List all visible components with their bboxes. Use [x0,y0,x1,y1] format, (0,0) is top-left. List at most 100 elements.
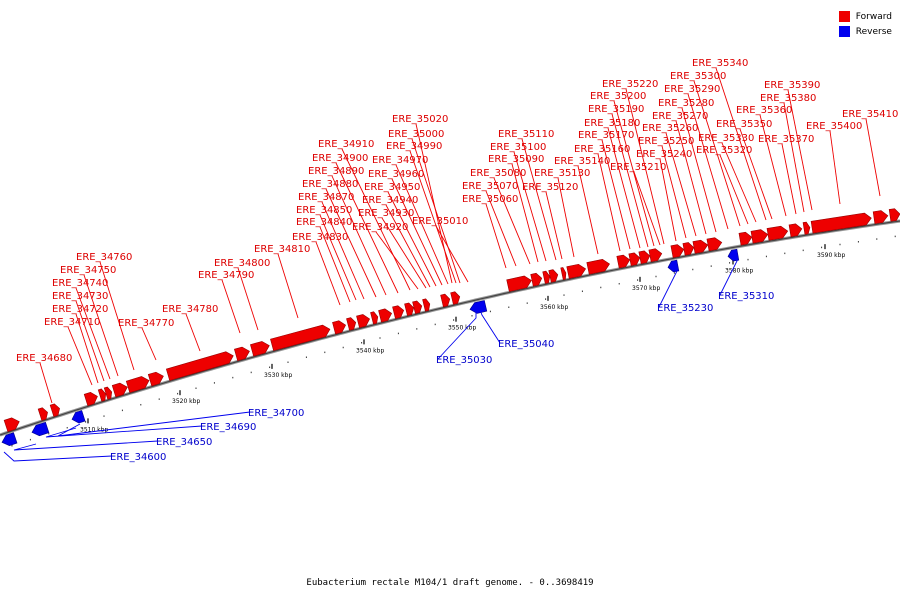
forward-gene-arrow [450,291,461,305]
forward-gene-arrow [356,314,371,329]
reverse-gene-arrow [31,421,50,437]
reverse-gene-arrow [71,410,86,424]
forward-gene-label: ERE_34940 [362,195,418,206]
forward-gene-label: ERE_34960 [368,169,424,180]
forward-gene-label: ERE_35290 [664,84,720,95]
forward-gene-arrow [346,317,357,331]
forward-gene-arrow [440,293,451,308]
forward-gene-leader [395,164,449,285]
forward-gene-label: ERE_34720 [52,304,108,315]
forward-gene-label: ERE_35200 [590,91,646,102]
forward-gene-leader [67,326,93,386]
forward-gene-arrow [692,239,709,254]
forward-gene-label: ERE_34710 [44,317,100,328]
forward-gene-arrow [97,388,107,402]
forward-gene-label: ERE_34950 [364,182,420,193]
forward-gene-leader [787,89,813,211]
reverse-gene-leader [719,249,739,296]
forward-gene-label: ERE_35410 [842,109,898,120]
forward-gene-arrow [788,223,803,238]
forward-gene-label: ERE_35360 [736,105,792,116]
forward-gene-leader [739,128,773,220]
forward-gene-leader [521,138,557,261]
forward-gene-arrow [670,244,685,258]
forward-gene-leader [783,102,805,213]
forward-gene-leader [221,279,241,334]
forward-gene-label: ERE_35170 [578,130,634,141]
forward-gene-arrow [49,403,60,417]
forward-gene-leader [545,191,563,260]
reverse-gene-label: ERE_35230 [657,303,713,314]
reverse-gene-label: ERE_35310 [718,291,774,302]
forward-gene-label: ERE_35130 [534,168,590,179]
forward-gene-leader [781,143,797,215]
reverse-gene-leader [437,310,477,360]
forward-gene-label: ERE_34760 [76,252,132,263]
reverse-gene-label: ERE_34700 [248,408,304,419]
forward-gene-arrow [560,267,567,281]
forward-gene-leader [719,154,749,225]
forward-gene-label: ERE_34830 [292,232,348,243]
forward-gene-arrow [638,250,651,265]
forward-gene-label: ERE_34890 [308,166,364,177]
forward-gene-leader [409,150,457,284]
forward-gene-leader [759,114,787,217]
forward-gene-arrow [888,208,900,222]
forward-gene-leader [315,241,341,306]
reverse-gene-arrow [667,259,680,273]
forward-gene-label: ERE_35330 [698,133,754,144]
forward-gene-label: ERE_35370 [758,134,814,145]
forward-gene-label: ERE_34730 [52,291,108,302]
forward-gene-arrow [147,371,164,387]
reverse-gene-leader [479,309,501,344]
legend-forward-label: Forward [855,11,892,22]
forward-gene-leader [687,93,729,230]
forward-gene-leader [865,118,881,197]
forward-gene-arrow [706,237,723,252]
reverse-gene-arrow [1,432,18,446]
reverse-gene-label: ERE_34650 [156,437,212,448]
legend-forward: Forward [838,9,892,24]
scale-tick-label: 3540 kbp [356,347,384,354]
forward-gene-leader [513,151,547,262]
forward-gene-label: ERE_34840 [296,217,352,228]
forward-gene-label: ERE_35390 [764,80,820,91]
forward-gene-arrow [412,300,423,314]
forward-gene-arrow [125,376,150,394]
forward-gene-label: ERE_35100 [490,142,546,153]
forward-gene-leader [75,300,105,382]
forward-gene-leader [665,132,697,237]
forward-gene-label: ERE_35210 [610,162,666,173]
forward-gene-leader [39,362,53,404]
forward-gene-leader [75,313,99,384]
forward-gene-label: ERE_34920 [352,222,408,233]
forward-gene-label: ERE_34930 [358,208,414,219]
forward-gene-arrow [392,305,405,319]
scale-tick-label: 3530 kbp [264,372,292,379]
forward-gene-leader [597,153,621,252]
forward-gene-arrow [37,407,48,421]
forward-gene-label: ERE_35340 [692,58,748,69]
forward-gene-label: ERE_34910 [318,139,374,150]
forward-gene-arrow [628,252,641,267]
scale-tick-label: 3560 kbp [540,304,568,311]
forward-gene-label: ERE_35060 [462,194,518,205]
scale-tick-label: 3510 kbp [80,426,108,433]
forward-gene-arrow [766,225,789,241]
forward-gene-arrow [332,320,346,335]
forward-gene-leader [721,142,757,223]
reverse-swatch [838,26,850,37]
forward-gene-leader [325,188,377,298]
forward-gene-leader [141,327,157,361]
forward-gene-arrow [682,242,695,256]
forward-gene-arrow [586,258,610,275]
forward-gene-leader [75,287,111,380]
forward-gene-label: ERE_34880 [302,179,358,190]
forward-gene-leader [633,171,661,246]
forward-gene-label: ERE_34740 [52,278,108,289]
forward-gene-label: ERE_35140 [554,156,610,167]
reverse-gene-leader [13,440,159,451]
reverse-gene-leader [3,451,113,462]
forward-gene-label: ERE_34900 [312,153,368,164]
